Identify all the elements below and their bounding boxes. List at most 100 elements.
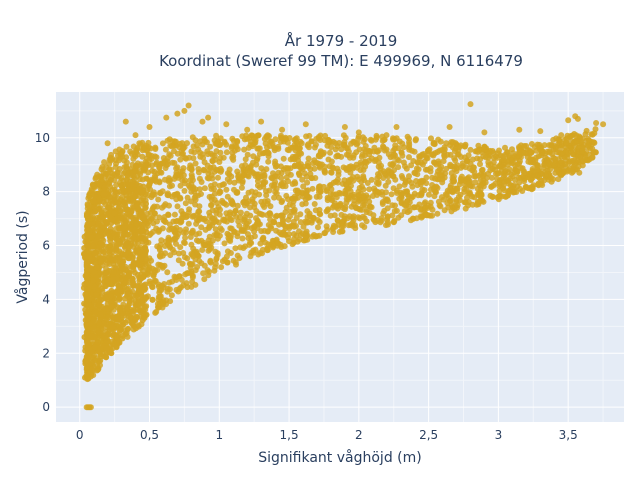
data-point xyxy=(109,324,116,330)
data-point xyxy=(389,202,396,209)
data-point xyxy=(292,180,299,187)
data-point xyxy=(482,179,489,186)
data-point xyxy=(366,203,373,210)
data-point xyxy=(103,354,109,361)
data-point xyxy=(516,153,522,160)
data-point xyxy=(337,202,344,209)
data-point xyxy=(334,143,341,150)
data-point xyxy=(234,233,241,240)
data-point xyxy=(291,236,297,243)
data-point xyxy=(371,217,378,224)
data-point xyxy=(115,316,122,323)
data-point xyxy=(95,226,102,233)
data-point xyxy=(355,133,362,140)
data-point xyxy=(418,214,425,221)
data-point xyxy=(117,288,124,294)
data-point xyxy=(201,167,208,174)
data-point xyxy=(331,202,337,209)
data-point xyxy=(159,282,165,289)
data-point xyxy=(221,240,228,247)
data-point xyxy=(581,154,588,160)
data-point xyxy=(181,187,188,194)
data-point xyxy=(355,192,362,198)
data-point xyxy=(575,163,582,170)
data-point xyxy=(439,176,446,183)
data-point xyxy=(509,146,515,153)
data-point xyxy=(293,215,300,221)
data-point xyxy=(113,245,120,252)
data-point xyxy=(91,316,98,323)
data-point xyxy=(272,136,279,143)
data-point xyxy=(571,131,578,137)
data-point xyxy=(384,213,391,220)
data-point xyxy=(226,166,233,173)
data-point xyxy=(388,191,395,198)
data-point xyxy=(147,230,154,237)
data-point xyxy=(108,303,115,310)
data-point xyxy=(435,158,442,165)
data-point xyxy=(211,190,218,197)
data-point xyxy=(535,163,541,170)
data-point xyxy=(236,214,243,221)
data-point xyxy=(162,250,169,257)
data-point xyxy=(582,131,589,138)
data-point xyxy=(174,110,181,117)
data-point xyxy=(129,178,136,185)
data-point xyxy=(472,179,479,186)
data-point xyxy=(130,143,137,150)
data-point xyxy=(219,181,226,188)
data-point xyxy=(354,173,361,180)
data-point xyxy=(195,238,202,245)
data-point xyxy=(256,145,263,152)
data-point xyxy=(237,244,244,251)
data-point xyxy=(121,295,128,302)
data-point xyxy=(128,297,135,303)
data-point xyxy=(293,139,300,146)
data-point xyxy=(526,170,533,177)
data-point xyxy=(408,162,415,169)
data-point xyxy=(433,183,440,190)
data-point xyxy=(218,264,225,271)
y-tick-label: 2 xyxy=(42,346,50,360)
data-point xyxy=(517,165,524,171)
data-point xyxy=(115,282,122,289)
data-point xyxy=(324,187,331,193)
data-point xyxy=(133,148,140,155)
data-point xyxy=(429,174,436,181)
data-point xyxy=(166,202,172,209)
data-point xyxy=(81,281,88,288)
data-point xyxy=(188,148,195,155)
data-point xyxy=(143,295,150,302)
data-point xyxy=(248,188,255,195)
data-point xyxy=(84,216,91,223)
data-point xyxy=(447,182,454,189)
data-point xyxy=(548,178,555,185)
data-point xyxy=(279,126,286,133)
data-point xyxy=(448,188,455,195)
data-point xyxy=(315,183,322,190)
data-point xyxy=(313,159,319,166)
data-point xyxy=(378,189,385,195)
data-point xyxy=(247,253,254,260)
data-point xyxy=(180,229,187,236)
data-point xyxy=(572,142,579,149)
data-points xyxy=(80,101,607,411)
data-point xyxy=(190,155,197,162)
data-point xyxy=(247,239,254,246)
data-point xyxy=(177,168,184,175)
data-point xyxy=(164,137,171,144)
data-point xyxy=(140,274,147,281)
data-point xyxy=(130,235,137,242)
data-point xyxy=(444,200,451,206)
data-point xyxy=(443,165,450,172)
data-point xyxy=(123,192,130,199)
data-point xyxy=(456,144,463,151)
data-point xyxy=(104,324,110,331)
data-point xyxy=(198,191,204,197)
data-point xyxy=(120,224,127,230)
data-point xyxy=(97,240,104,247)
data-point xyxy=(393,187,400,194)
data-point xyxy=(393,135,400,142)
data-point xyxy=(273,238,280,245)
data-point xyxy=(151,277,158,284)
